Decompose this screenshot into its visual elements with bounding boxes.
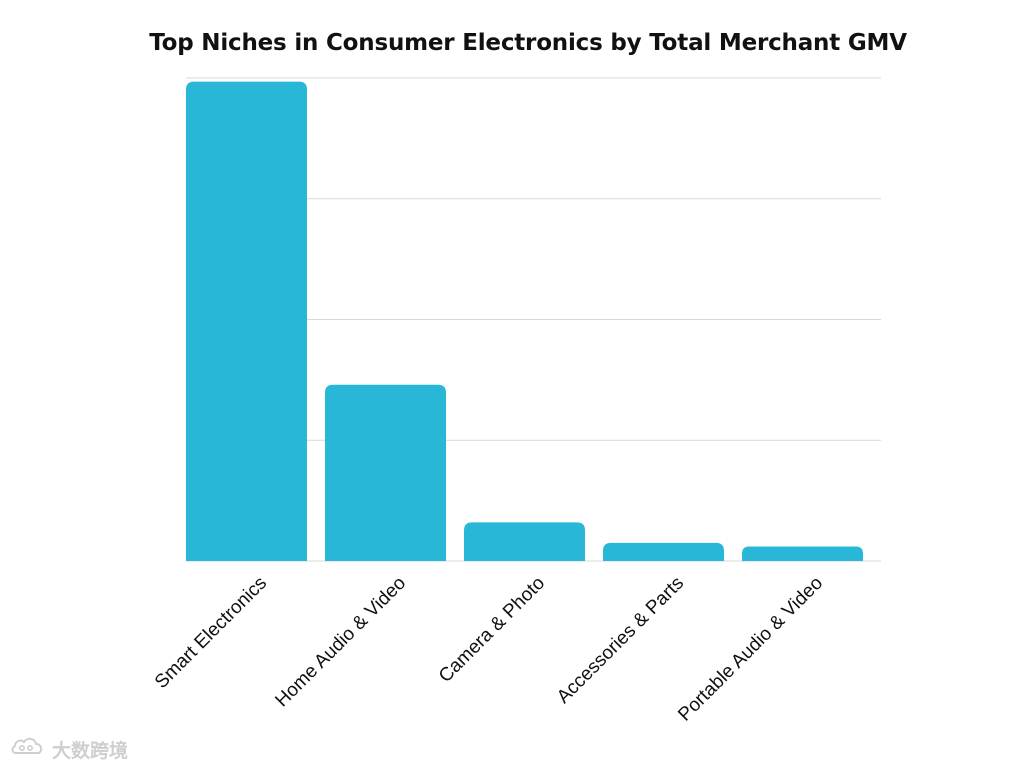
- watermark-text: 大数跨境: [52, 739, 129, 762]
- x-tick-label: Home Audio & Video: [271, 573, 410, 712]
- bar-smart-electronics: [186, 81, 307, 561]
- cloud-logo-icon: [10, 735, 46, 764]
- bar-home-audio-video: [325, 384, 446, 561]
- x-tick-label: Portable Audio & Video: [674, 573, 827, 726]
- bars: [186, 81, 863, 561]
- bar-portable-audio-video: [742, 546, 863, 561]
- bar-accessories-parts: [603, 542, 724, 561]
- x-tick-label: Accessories & Parts: [553, 573, 688, 708]
- x-tick-label: Camera & Photo: [435, 573, 549, 687]
- bar-camera-photo: [464, 522, 585, 561]
- chart-title: Top Niches in Consumer Electronics by To…: [149, 30, 907, 56]
- x-tick-labels: Smart Electronics Home Audio & Video Camer…: [151, 573, 827, 726]
- x-tick-label: Smart Electronics: [151, 573, 271, 693]
- watermark: 大数跨境: [10, 736, 128, 762]
